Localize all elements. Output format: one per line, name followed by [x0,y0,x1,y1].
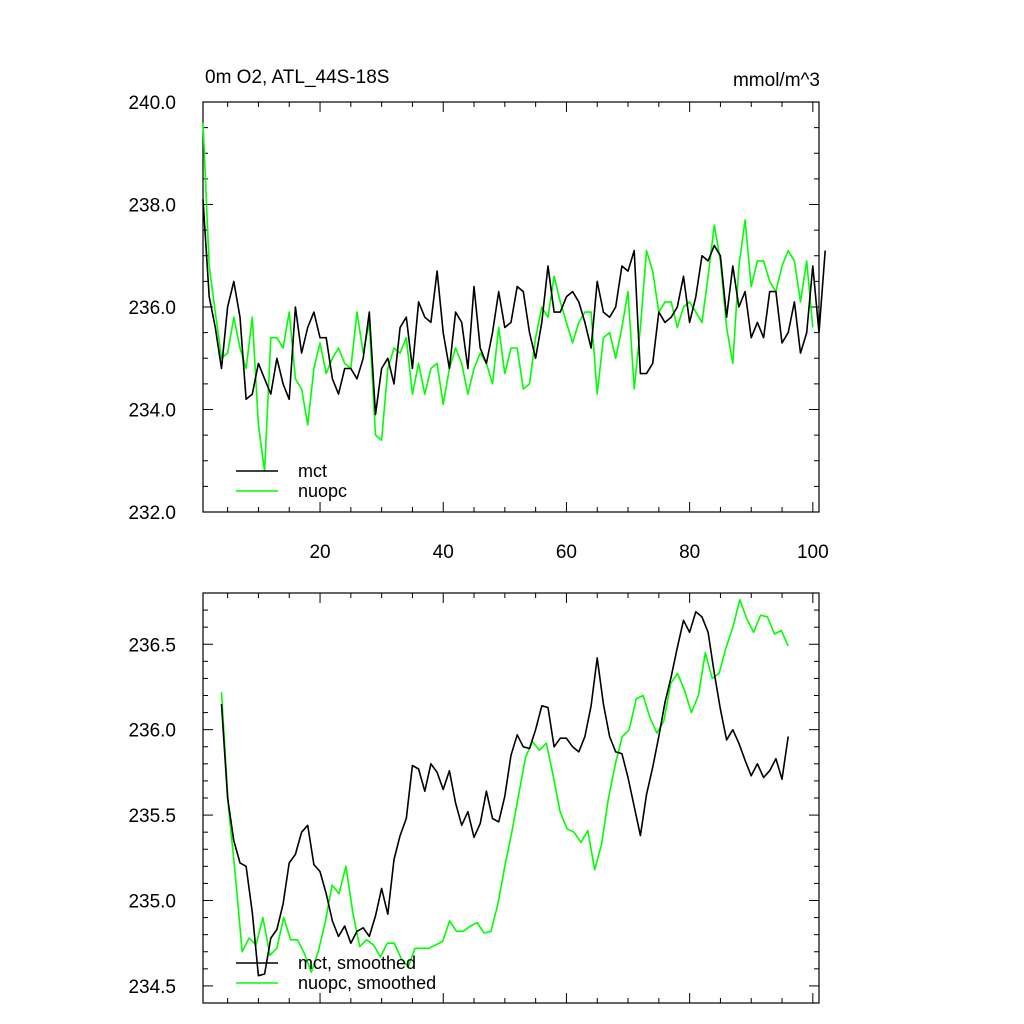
y-tick-label: 234.0 [128,401,176,422]
y-tick-label: 236.0 [128,298,176,319]
top-series-lines [202,122,826,472]
x-tick-label: 60 [556,542,577,563]
legend-label: mct [298,461,327,481]
y-tick-label: 240.0 [128,93,176,114]
y-tick-label: 235.5 [128,806,176,827]
legend-label: nuopc [298,481,347,501]
x-tick-label: 40 [433,542,454,563]
bottom-axis-ticks [203,592,819,1004]
top-panel: 0m O2, ATL_44S-18S mmol/m^3 232.0234.023… [128,67,828,563]
x-tick-label: 80 [679,542,700,563]
y-tick-label: 232.0 [128,503,176,524]
x-tick-label: 100 [797,542,829,563]
bottom-plot-frame [202,592,820,1004]
y-tick-label: 234.5 [128,977,176,998]
bottom-series-lines [220,598,789,977]
top-x-tick-labels: 20 40 60 80 100 [309,542,828,563]
x-tick-label: 20 [309,542,330,563]
y-tick-label: 236.5 [128,635,176,656]
bottom-panel: 234.5 235.0 235.5 236.0 236.5 mct, smoothedn… [128,592,820,1004]
legend-label: nuopc, smoothed [298,973,436,993]
smoothed-line-nuopc [220,598,789,974]
series-line-mct [202,199,826,416]
chart-title: 0m O2, ATL_44S-18S [205,67,389,88]
top-axis-ticks [203,101,819,513]
series-line-nuopc [202,122,814,472]
top-y-tick-labels: 232.0 234.0 236.0 238.0 240.0 [128,93,176,524]
units-label: mmol/m^3 [733,70,820,91]
smoothed-line-mct [220,610,789,977]
y-tick-label: 236.0 [128,721,176,742]
y-tick-label: 235.0 [128,892,176,913]
bottom-y-tick-labels: 234.5 235.0 235.5 236.0 236.5 [128,635,176,998]
legend-label: mct, smoothed [298,953,416,973]
y-tick-label: 238.0 [128,196,176,217]
